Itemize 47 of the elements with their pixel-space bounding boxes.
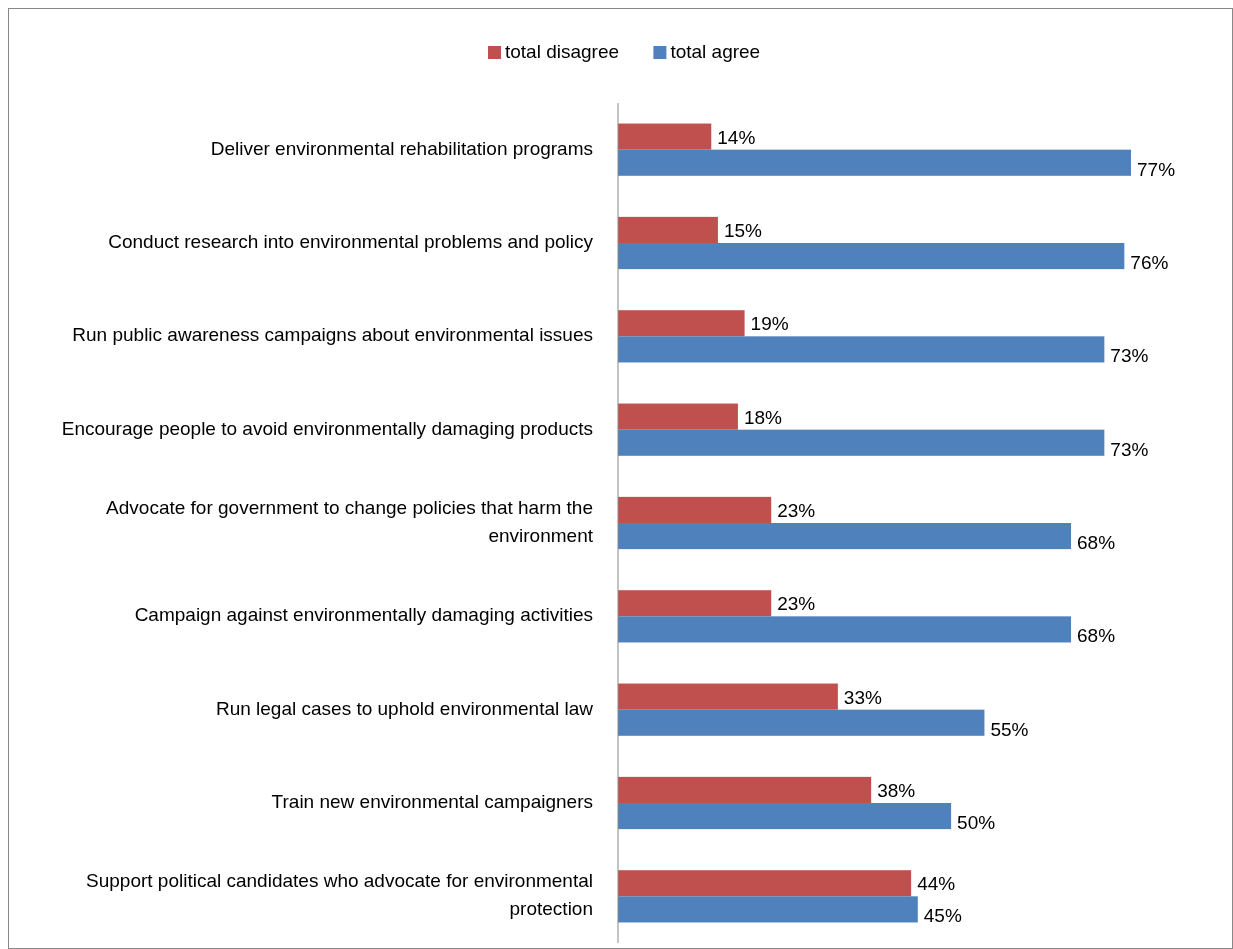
bar xyxy=(618,149,1131,176)
bar xyxy=(618,683,838,710)
y-tick-label: Run legal cases to uphold environmental law xyxy=(215,697,594,719)
y-tick-label: Advocate for government to change policies that harm the environment xyxy=(106,497,594,547)
data-label: 73% xyxy=(1110,438,1149,460)
legend-label: total disagree xyxy=(505,41,620,63)
y-tick-label: Train new environmental campaigners xyxy=(271,791,593,813)
bar xyxy=(618,429,1105,456)
data-label: 19% xyxy=(750,313,789,335)
bar xyxy=(618,496,772,523)
data-label: 45% xyxy=(923,905,962,927)
y-tick-label: Conduct research into environmental problems and policy xyxy=(108,231,594,253)
data-label: 76% xyxy=(1130,252,1169,274)
data-label: 23% xyxy=(777,593,816,615)
bar xyxy=(618,523,1072,550)
y-tick-label: Support political candidates who advocate for environmental protection xyxy=(86,870,593,920)
bar xyxy=(618,310,745,337)
data-label: 18% xyxy=(743,406,783,428)
data-label: 38% xyxy=(877,779,916,801)
bar xyxy=(618,243,1125,270)
bar xyxy=(618,803,952,830)
data-label: 68% xyxy=(1077,532,1116,554)
data-label: 44% xyxy=(917,873,956,895)
data-label: 73% xyxy=(1110,345,1149,367)
data-label: 55% xyxy=(990,718,1029,740)
bar xyxy=(618,403,738,430)
legend-label: total agree xyxy=(670,41,761,63)
bar xyxy=(618,216,718,243)
data-label: 77% xyxy=(1137,158,1176,180)
y-tick-label: Campaign against environmentally damaging activities xyxy=(134,604,593,626)
data-label: 50% xyxy=(957,812,996,834)
bar xyxy=(618,590,772,617)
data-label: 14% xyxy=(717,126,756,148)
bar xyxy=(618,870,912,897)
bar xyxy=(618,776,872,803)
y-tick-label: Deliver environmental rehabilitation programs xyxy=(210,137,593,159)
bar xyxy=(618,336,1105,363)
data-label: 68% xyxy=(1077,625,1116,647)
bar xyxy=(618,123,712,150)
y-tick-label: Run public awareness campaigns about environmental issues xyxy=(72,324,593,346)
bar xyxy=(618,616,1072,643)
data-label: 23% xyxy=(777,499,816,521)
data-label: 15% xyxy=(723,219,763,241)
bar xyxy=(618,709,985,736)
bar xyxy=(618,896,918,923)
y-tick-label: Encourage people to avoid environmentally damaging products xyxy=(61,417,593,439)
data-label: 33% xyxy=(843,686,882,708)
